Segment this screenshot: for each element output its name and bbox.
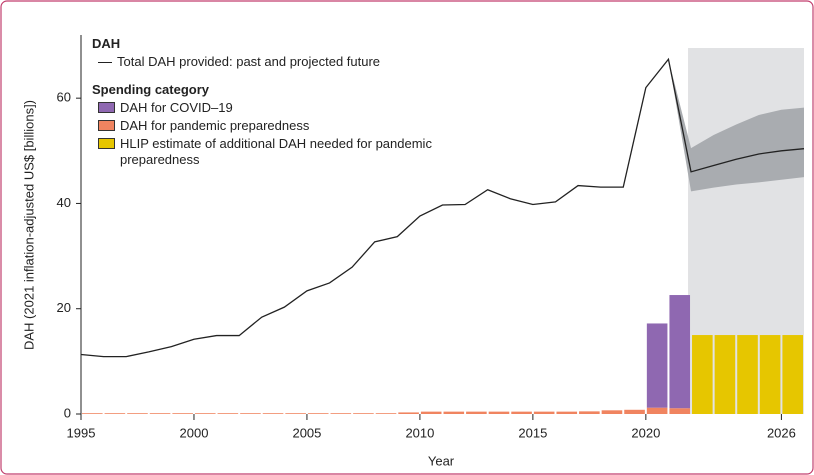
y-tick-label: 60 [57, 90, 71, 105]
bar [240, 413, 261, 414]
x-tick-label: 2020 [631, 425, 660, 440]
legend-swatch [98, 102, 115, 113]
bar [330, 413, 352, 414]
bar [82, 413, 103, 414]
bar [398, 412, 419, 414]
y-tick-label: 20 [57, 300, 71, 315]
bar [646, 323, 668, 408]
bar [714, 335, 736, 414]
legend-title: DAH [92, 36, 121, 51]
legend-label: HLIP estimate of additional DAH needed f… [120, 136, 432, 167]
x-tick-label: 2026 [767, 425, 796, 440]
legend-label: DAH for pandemic preparedness [120, 118, 310, 133]
bar [466, 411, 487, 414]
x-tick-label: 2015 [518, 425, 547, 440]
bar [149, 413, 171, 414]
bar [307, 413, 329, 414]
bar [172, 413, 193, 414]
y-tick-label: 0 [64, 405, 71, 420]
bar [669, 408, 691, 414]
bar [262, 413, 284, 414]
bar [443, 411, 465, 414]
legend-item: DAH for COVID–19 [92, 100, 492, 116]
bar [353, 413, 374, 414]
legend-item: DAH for pandemic preparedness [92, 118, 492, 134]
bar [127, 413, 148, 414]
legend-title: Spending category [92, 82, 210, 97]
bar [511, 411, 532, 414]
legend-item: Total DAH provided: past and projected f… [92, 54, 492, 70]
x-axis-label: Year [428, 453, 455, 468]
x-tick-label: 2010 [405, 425, 434, 440]
bar [579, 411, 600, 414]
bar [669, 295, 691, 409]
legend-swatch [98, 120, 115, 131]
bar [601, 410, 623, 414]
legend-line [98, 62, 112, 63]
plot [80, 48, 805, 414]
bar [104, 413, 126, 414]
bar [692, 335, 713, 414]
bar [533, 411, 555, 414]
legend-item: HLIP estimate of additional DAH needed f… [92, 136, 492, 168]
y-tick-label: 40 [57, 195, 71, 210]
legend: DAH Total DAH provided: past and project… [92, 36, 492, 168]
bar [782, 335, 803, 414]
bar [488, 411, 510, 414]
y-axis-label: DAH (2021 inflation-adjusted US$ [billio… [21, 100, 36, 350]
legend-label: DAH for COVID–19 [120, 100, 233, 115]
bar [420, 411, 442, 414]
line [80, 57, 805, 358]
projection-band [668, 59, 804, 192]
x-tick-label: 2000 [180, 425, 209, 440]
legend-swatch [98, 138, 115, 149]
bar [285, 413, 306, 414]
bar [375, 413, 397, 414]
bar [556, 411, 578, 414]
bar [646, 407, 668, 414]
bar [759, 335, 781, 414]
bar [624, 409, 645, 414]
bar [217, 413, 239, 414]
x-tick-label: 2005 [292, 425, 321, 440]
bar [194, 413, 216, 414]
legend-label: Total DAH provided: past and projected f… [117, 54, 381, 69]
x-tick-label: 1995 [67, 425, 96, 440]
bar [737, 335, 758, 414]
